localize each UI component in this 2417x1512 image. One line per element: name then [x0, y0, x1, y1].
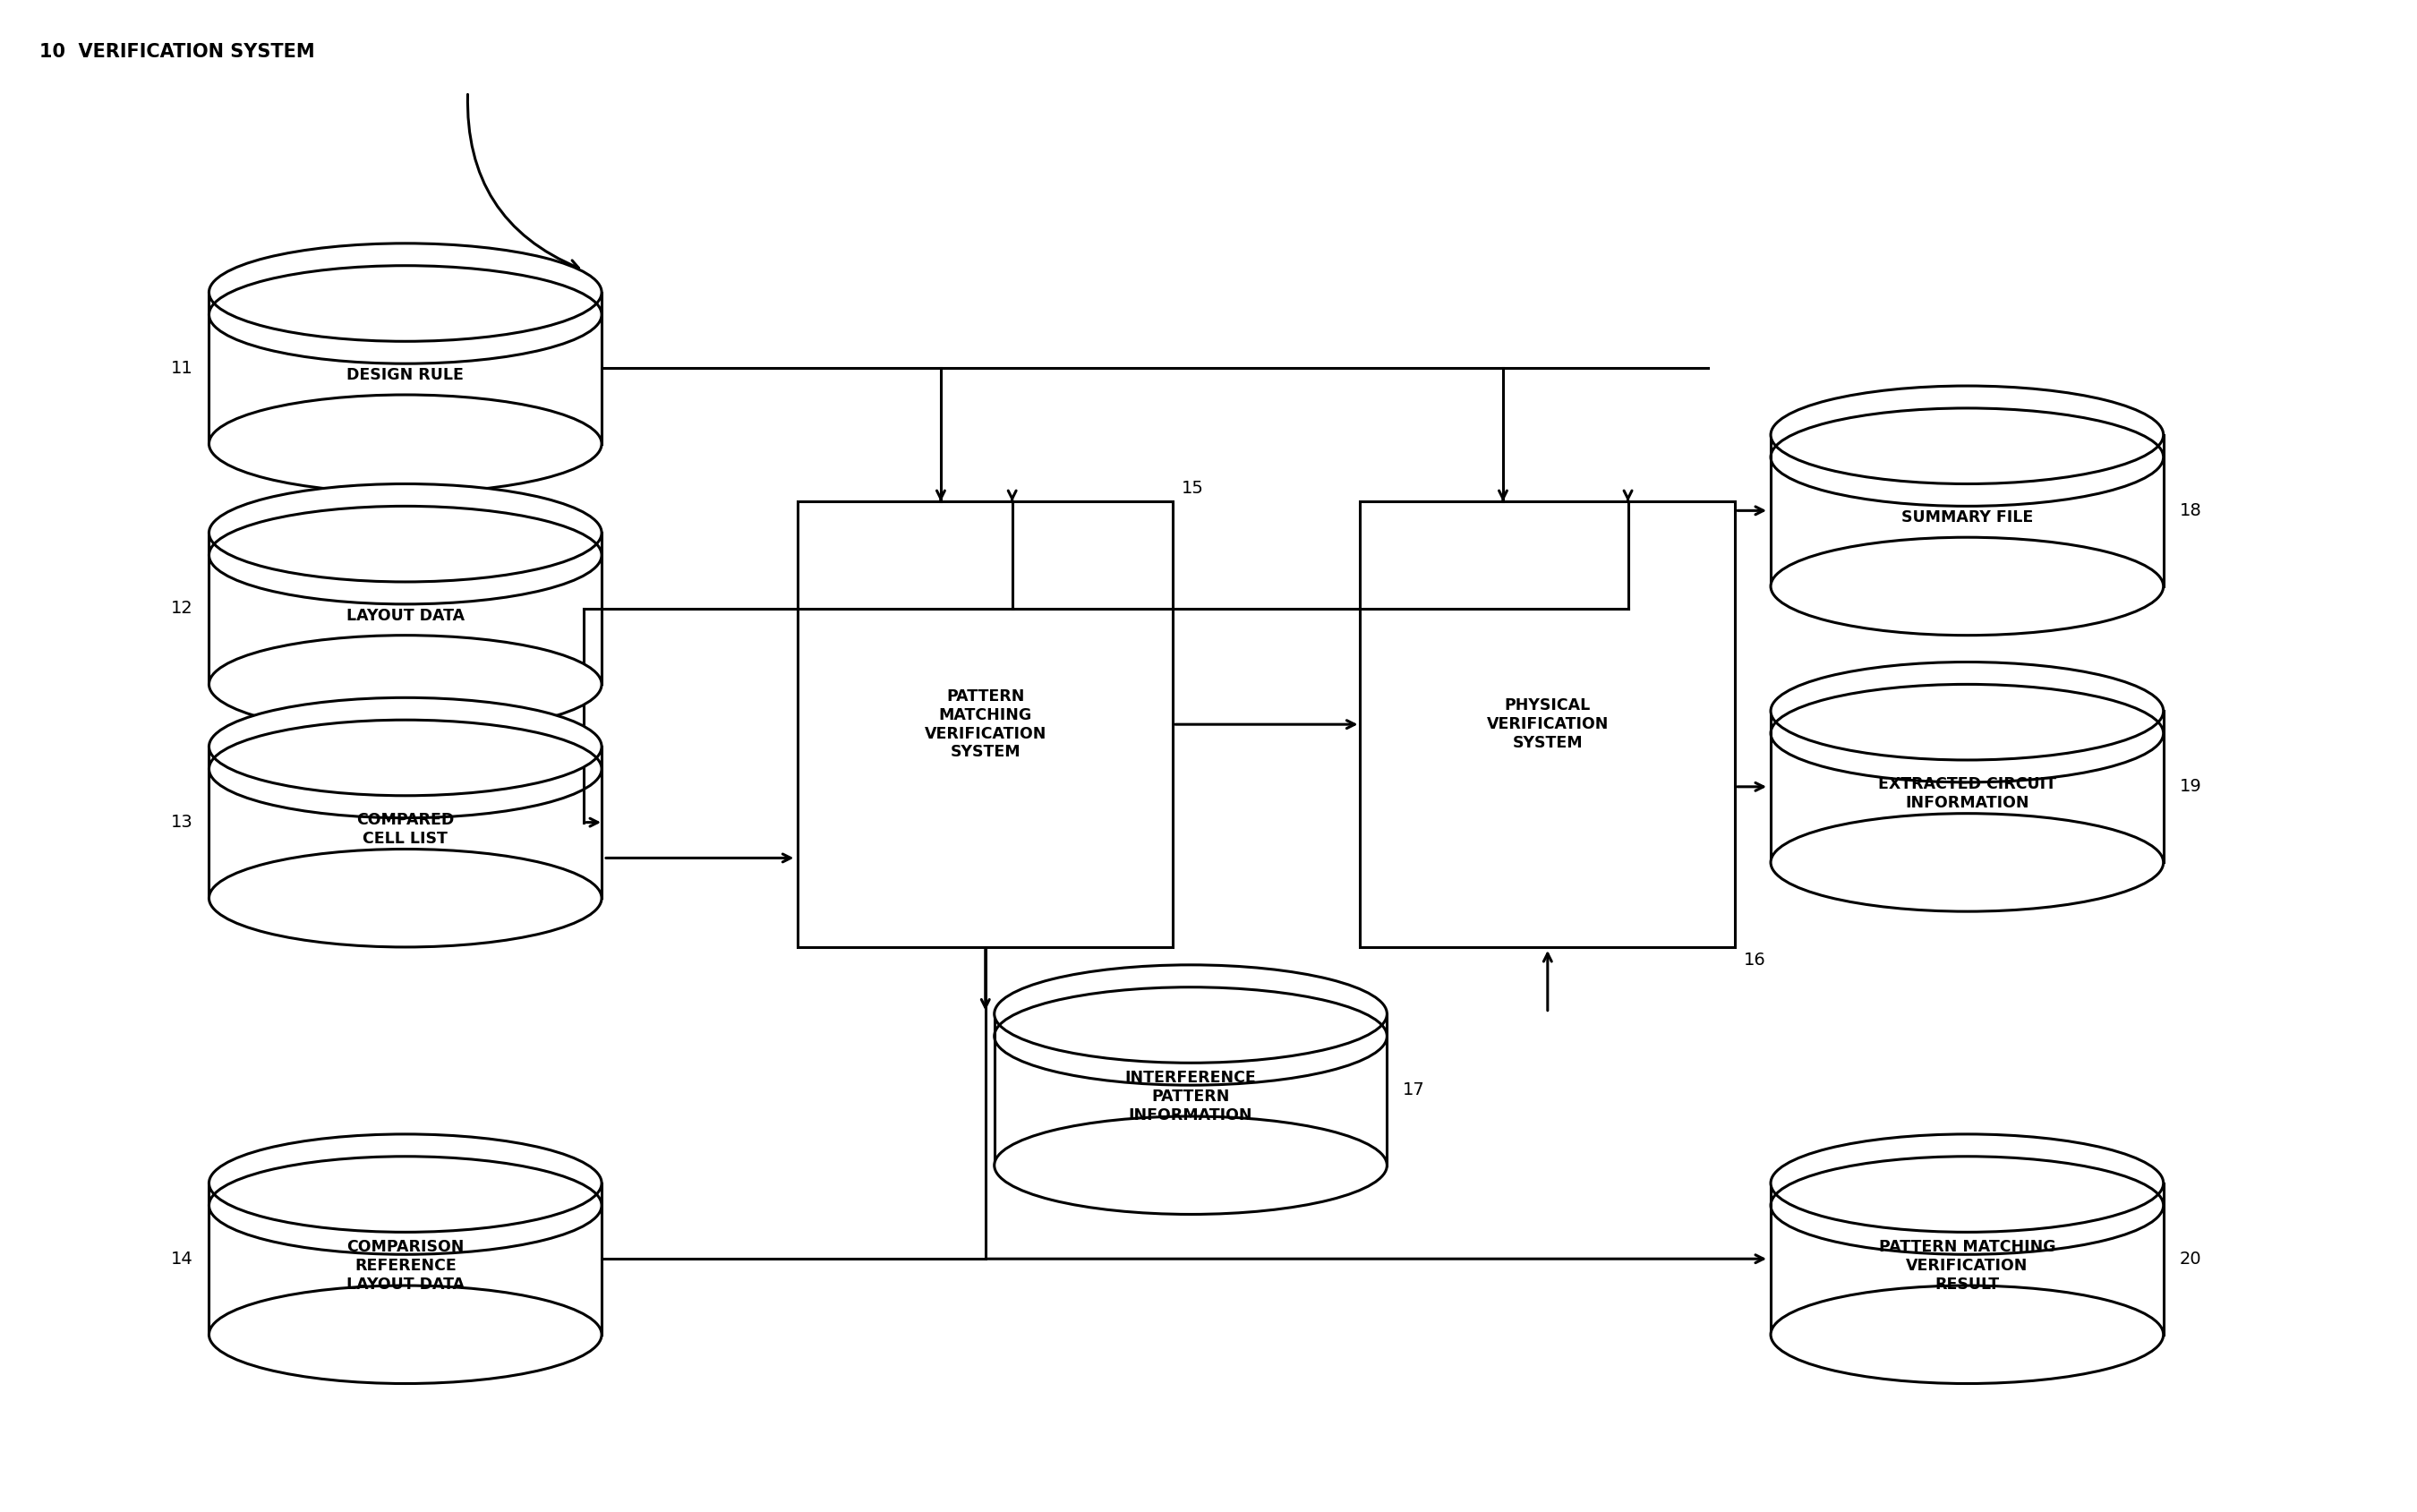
Ellipse shape: [1772, 1134, 2163, 1232]
Text: PATTERN
MATCHING
VERIFICATION
SYSTEM: PATTERN MATCHING VERIFICATION SYSTEM: [923, 688, 1047, 761]
Polygon shape: [1772, 711, 2163, 862]
Text: 16: 16: [1745, 951, 1767, 969]
Text: LAYOUT DATA: LAYOUT DATA: [346, 608, 464, 624]
Polygon shape: [993, 1015, 1387, 1166]
Text: 12: 12: [172, 600, 193, 617]
Ellipse shape: [993, 965, 1387, 1063]
Ellipse shape: [208, 1134, 602, 1232]
Polygon shape: [208, 1182, 602, 1335]
Text: EXTRACTED CIRCUIT
INFORMATION: EXTRACTED CIRCUIT INFORMATION: [1878, 777, 2057, 812]
Ellipse shape: [1772, 662, 2163, 761]
Text: COMPARED
CELL LIST: COMPARED CELL LIST: [355, 812, 454, 847]
Ellipse shape: [1772, 813, 2163, 912]
Polygon shape: [1772, 435, 2163, 587]
Ellipse shape: [208, 484, 602, 582]
Polygon shape: [1772, 1182, 2163, 1335]
Text: 19: 19: [2180, 779, 2202, 795]
Ellipse shape: [208, 243, 602, 342]
Ellipse shape: [208, 635, 602, 733]
Ellipse shape: [1772, 537, 2163, 635]
Text: 18: 18: [2180, 502, 2202, 519]
Text: SUMMARY FILE: SUMMARY FILE: [1902, 510, 2033, 526]
Text: 17: 17: [1402, 1081, 1426, 1098]
Ellipse shape: [993, 1116, 1387, 1214]
Ellipse shape: [208, 850, 602, 947]
Ellipse shape: [208, 1285, 602, 1383]
FancyBboxPatch shape: [1361, 502, 1735, 947]
Ellipse shape: [1772, 1285, 2163, 1383]
Polygon shape: [208, 747, 602, 898]
Text: 20: 20: [2180, 1250, 2202, 1267]
Text: PATTERN MATCHING
VERIFICATION
RESULT: PATTERN MATCHING VERIFICATION RESULT: [1878, 1240, 2054, 1293]
Text: COMPARISON
REFERENCE
LAYOUT DATA: COMPARISON REFERENCE LAYOUT DATA: [346, 1240, 464, 1293]
Ellipse shape: [1772, 386, 2163, 484]
Text: INTERFERENCE
PATTERN
INFORMATION: INTERFERENCE PATTERN INFORMATION: [1124, 1070, 1257, 1123]
Text: PHYSICAL
VERIFICATION
SYSTEM: PHYSICAL VERIFICATION SYSTEM: [1486, 697, 1610, 751]
Polygon shape: [208, 292, 602, 445]
Text: 15: 15: [1182, 481, 1204, 497]
Text: 14: 14: [172, 1250, 193, 1267]
Text: 13: 13: [172, 813, 193, 832]
FancyBboxPatch shape: [798, 502, 1172, 947]
Polygon shape: [208, 532, 602, 685]
Ellipse shape: [208, 395, 602, 493]
Text: 11: 11: [172, 360, 193, 376]
Text: DESIGN RULE: DESIGN RULE: [346, 367, 464, 383]
Text: 10  VERIFICATION SYSTEM: 10 VERIFICATION SYSTEM: [39, 42, 314, 60]
Ellipse shape: [208, 697, 602, 795]
